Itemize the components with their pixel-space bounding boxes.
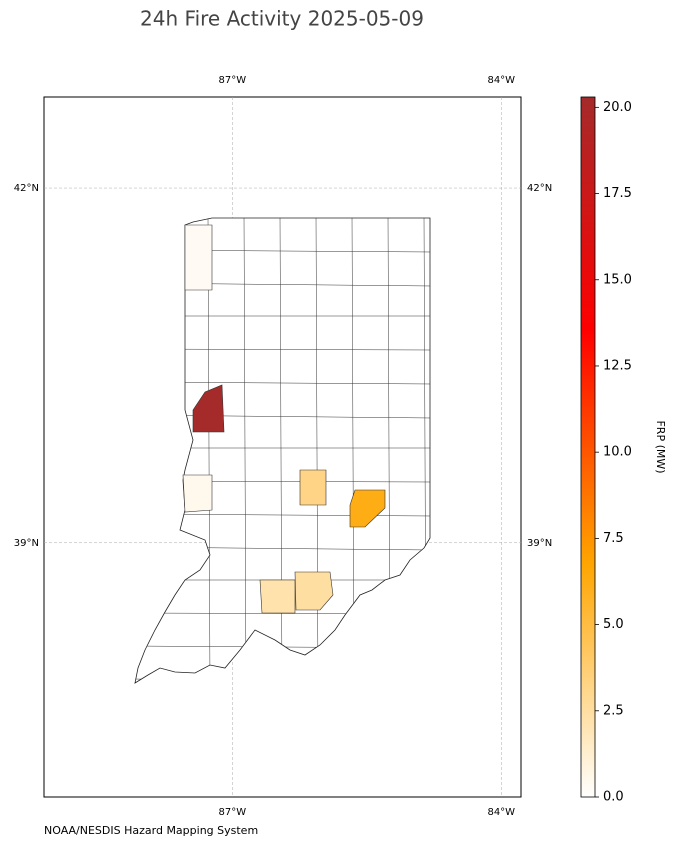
colorbar-tick-label: 7.5	[603, 531, 624, 546]
county-border	[315, 218, 319, 683]
colorbar	[580, 96, 596, 798]
county-border	[243, 218, 247, 683]
fire-county	[182, 474, 213, 513]
fire-county	[299, 469, 327, 506]
fire-county	[184, 224, 213, 291]
source-note: NOAA/NESDIS Hazard Mapping System	[44, 824, 258, 837]
state-border	[134, 217, 431, 684]
colorbar-tick-label: 5.0	[603, 617, 624, 632]
lat-label: 39°N	[14, 538, 39, 549]
colorbar-tick-label: 12.5	[603, 358, 632, 373]
lat-label: 42°N	[527, 183, 552, 194]
colorbar-tick-label: 15.0	[603, 272, 632, 287]
colorbar-tick-label: 20.0	[603, 100, 632, 115]
colorbar-tick-label: 0.0	[603, 790, 624, 805]
colorbar-tick-label: 17.5	[603, 186, 632, 201]
fire-county	[294, 571, 334, 611]
lat-label: 42°N	[14, 183, 39, 194]
fire-county	[349, 489, 386, 528]
lon-label: 87°W	[218, 807, 246, 818]
fire-county	[192, 384, 225, 433]
lon-label: 87°W	[218, 75, 246, 86]
fire-county	[259, 579, 296, 614]
lat-label: 39°N	[527, 538, 552, 549]
colorbar-tick-label: 2.5	[603, 703, 624, 718]
county-border	[207, 218, 211, 683]
county-border	[135, 678, 430, 683]
lon-label: 84°W	[487, 75, 515, 86]
lon-label: 84°W	[487, 807, 515, 818]
colorbar-label: FRP (MW)	[654, 420, 667, 473]
map-frame	[43, 96, 522, 798]
colorbar-tick-label: 10.0	[603, 445, 632, 460]
map-title: 24h Fire Activity 2025-05-09	[140, 7, 424, 31]
